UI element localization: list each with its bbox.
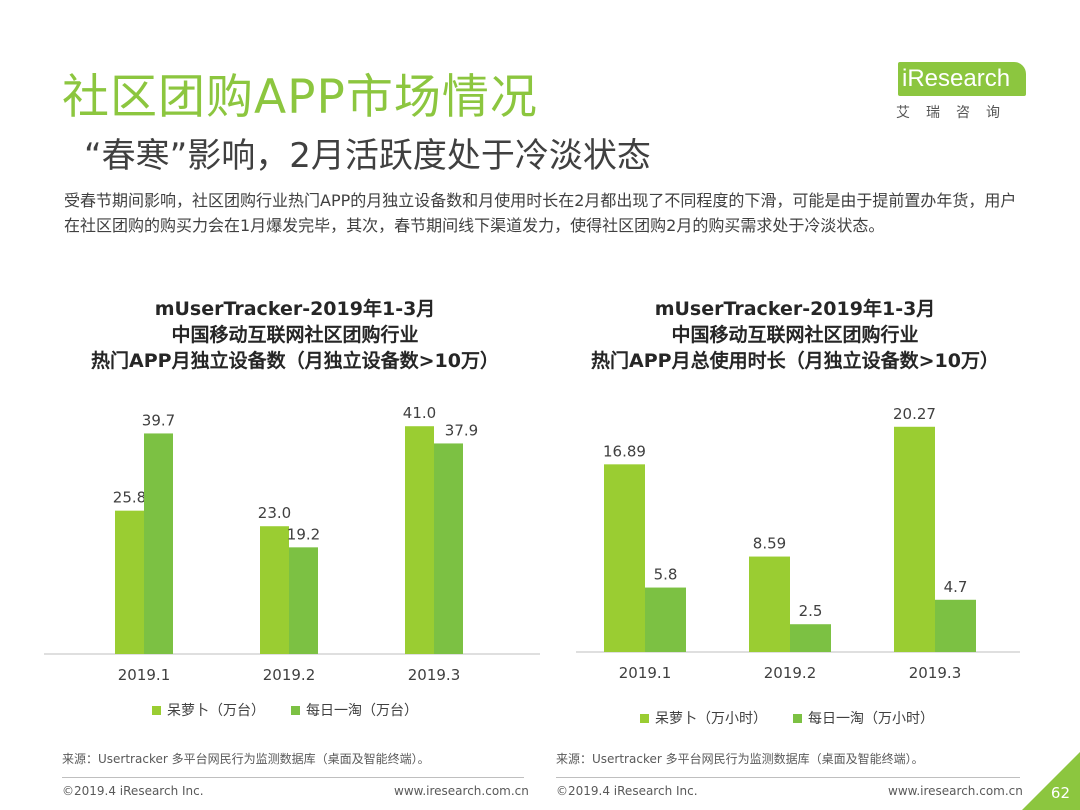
x-tick-label: 2019.2 — [263, 666, 316, 684]
legend-item: 呆萝卜（万台） — [152, 700, 265, 720]
chart-title: mUserTracker-2019年1-3月 中国移动互联网社区团购行业 热门A… — [560, 296, 1030, 374]
logo-brand-cn: 艾瑞咨询 — [896, 105, 1016, 121]
summary-paragraph: 受春节期间影响，社区团购行业热门APP的月独立设备数和月使用时长在2月都出现了不… — [64, 191, 1017, 235]
source-note-left: 来源：Usertracker 多平台网民行为监测数据库（桌面及智能终端）。 — [62, 752, 430, 766]
x-tick-label: 2019.3 — [408, 666, 461, 684]
bar-value-label: 25.8 — [113, 489, 146, 507]
chart-monthly-devices: mUserTracker-2019年1-3月 中国移动互联网社区团购行业 热门A… — [40, 282, 550, 742]
source-note-right: 来源：Usertracker 多平台网民行为监测数据库（桌面及智能终端）。 — [556, 752, 924, 766]
footer-divider-left — [62, 777, 524, 778]
bar-value-label: 16.89 — [603, 442, 646, 460]
chart-title-line: 中国移动互联网社区团购行业 — [671, 324, 919, 346]
chart-plot: 25.8 39.7 2019.1 23.0 19.2 2019.2 41.0 37.9 2019… — [44, 404, 540, 684]
bar-value-label: 39.7 — [142, 411, 175, 429]
chart-legend: 呆萝卜（万台） 每日一淘（万台） — [152, 700, 418, 720]
bar-series1 — [604, 464, 645, 652]
legend-item: 每日一淘（万台） — [291, 700, 418, 720]
bar-value-label: 19.2 — [287, 525, 320, 543]
bar-value-label: 5.8 — [654, 566, 678, 584]
chart-title-line: 热门APP月总使用时长（月独立设备数>10万） — [591, 350, 999, 372]
bar-series2 — [144, 433, 173, 654]
legend-swatch — [793, 713, 802, 723]
chart-title-line: mUserTracker-2019年1-3月 — [654, 298, 936, 320]
bar-series1 — [894, 426, 935, 652]
bar-series2 — [289, 547, 318, 654]
legend-label: 每日一淘（万台） — [306, 703, 418, 719]
footer-url-right: www.iresearch.com.cn — [888, 784, 1023, 798]
x-tick-label: 2019.3 — [909, 664, 962, 682]
chart-title: mUserTracker-2019年1-3月 中国移动互联网社区团购行业 热门A… — [40, 296, 550, 374]
iresearch-logo: iResearch 艾瑞咨询 — [892, 58, 1032, 128]
footer-divider-right — [556, 777, 1020, 778]
chart-monthly-usage-time: mUserTracker-2019年1-3月 中国移动互联网社区团购行业 热门A… — [560, 282, 1030, 742]
chart-title-line: 热门APP月独立设备数（月独立设备数>10万） — [91, 350, 499, 372]
legend-item: 每日一淘（万小时） — [793, 708, 934, 728]
footer-url-left: www.iresearch.com.cn — [394, 784, 529, 798]
bar-series1 — [405, 426, 434, 654]
legend-label: 呆萝卜（万小时） — [655, 711, 767, 727]
bar-value-label: 37.9 — [445, 421, 478, 439]
bar-series1 — [749, 556, 790, 652]
chart-title-line: 中国移动互联网社区团购行业 — [171, 324, 419, 346]
page-subtitle: “春寒”影响，2月活跃度处于冷淡状态 — [84, 136, 651, 176]
x-tick-label: 2019.1 — [118, 666, 171, 684]
chart-legend: 呆萝卜（万小时） 每日一淘（万小时） — [640, 708, 934, 728]
x-tick-label: 2019.1 — [619, 664, 672, 682]
legend-swatch — [640, 713, 649, 723]
legend-label: 每日一淘（万小时） — [808, 711, 934, 727]
legend-swatch — [291, 705, 300, 715]
logo-brand: iResearch — [898, 62, 1026, 96]
page-title: 社区团购APP市场情况 — [62, 70, 538, 125]
bar-series2 — [434, 443, 463, 654]
bar-value-label: 2.5 — [799, 602, 823, 620]
bar-value-label: 23.0 — [258, 504, 291, 522]
bar-value-label: 8.59 — [753, 535, 786, 553]
legend-swatch — [152, 705, 161, 715]
bar-value-label: 20.27 — [893, 405, 936, 423]
chart-plot: 16.89 5.8 2019.1 8.59 2.5 2019.2 20.27 4.7 2019.… — [576, 405, 1020, 682]
bar-series1 — [260, 526, 289, 654]
bar-series2 — [935, 599, 976, 652]
copyright-left: ©2019.4 iResearch Inc. — [62, 784, 204, 798]
bar-value-label: 4.7 — [944, 578, 968, 596]
bar-series2 — [645, 587, 686, 652]
bar-series1 — [115, 510, 144, 654]
chart-title-line: mUserTracker-2019年1-3月 — [154, 298, 436, 320]
page-number: 62 — [1050, 784, 1070, 802]
legend-item: 呆萝卜（万小时） — [640, 708, 767, 728]
bar-value-label: 41.0 — [403, 404, 436, 422]
legend-label: 呆萝卜（万台） — [167, 703, 265, 719]
x-tick-label: 2019.2 — [764, 664, 817, 682]
copyright-right: ©2019.4 iResearch Inc. — [556, 784, 698, 798]
bar-series2 — [790, 624, 831, 652]
